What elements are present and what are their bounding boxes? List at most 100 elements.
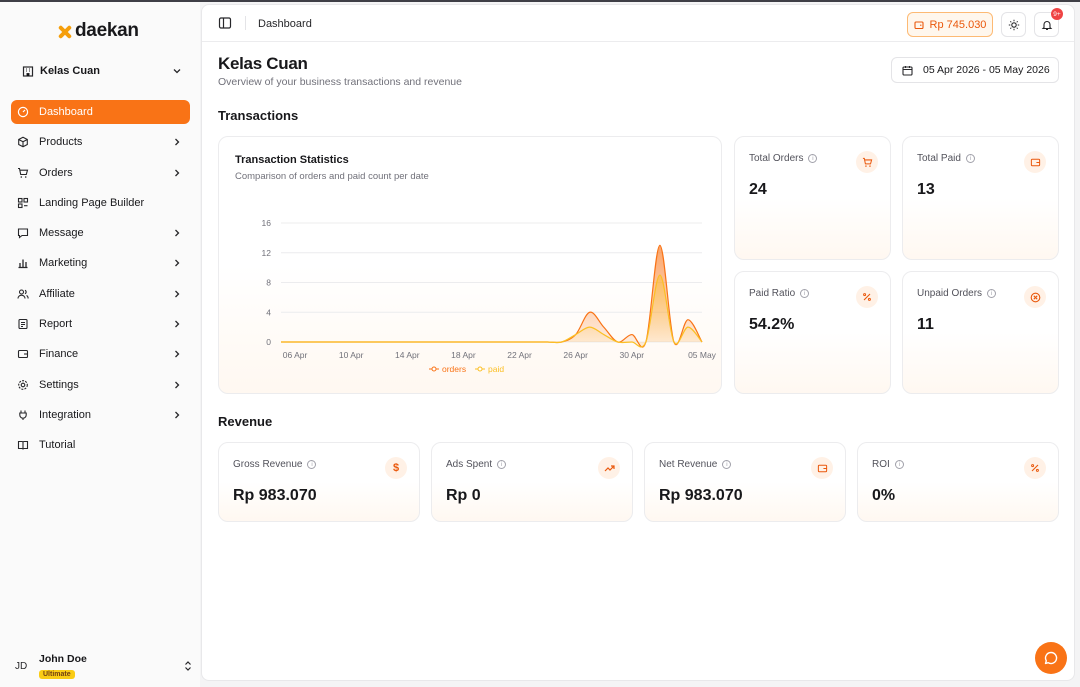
info-icon[interactable]: i [987,289,997,298]
sidebar-item-products[interactable]: Products [11,130,190,154]
topbar: Dashboard Rp 745.030 9+ [202,5,1074,42]
bell-icon [1041,20,1052,30]
y-tick-label: 4 [266,307,271,317]
info-icon[interactable]: i [965,154,975,163]
info-icon[interactable]: i [307,460,317,469]
chevron-right-icon [175,350,180,358]
chevron-down-icon [173,69,181,74]
gear-icon [17,379,29,391]
wallet-icon [17,348,29,360]
sidebar: daekan Kelas Cuan Dashboard Products Order… [0,2,200,687]
sidebar-item-marketing[interactable]: Marketing [11,251,190,275]
sidebar-item-label: Affiliate [39,287,75,300]
revenue-heading: Revenue [218,414,273,429]
sidebar-item-label: Report [39,318,73,331]
stat-value: 0% [872,487,896,504]
chart-title: Transaction Statistics [235,154,349,166]
x-tick-label: 14 Apr [395,350,420,360]
wallet-icon [1024,151,1046,173]
sidebar-item-affiliate[interactable]: Affiliate [11,282,190,306]
info-icon[interactable]: i [894,460,904,469]
wallet-icon [913,20,924,29]
box-icon [17,136,29,148]
sidebar-item-message[interactable]: Message [11,221,190,245]
breadcrumb: Dashboard [258,18,312,30]
stat-card-total-paid: Total Paid i 13 [902,136,1059,260]
sidebar-item-report[interactable]: Report [11,312,190,336]
chat-icon [1044,651,1058,665]
theme-toggle-button[interactable] [1001,12,1026,37]
transaction-chart: 0 4 8 12 16 06 Apr 10 Apr 14 Apr 18 Apr 22 Apr 26 … [262,218,717,374]
dashboard-icon [17,106,29,118]
divider [245,16,246,30]
cart-icon [17,167,29,179]
calendar-icon [902,65,913,76]
percent-icon [1024,457,1046,479]
page-title: Kelas Cuan [218,54,308,73]
legend-marker-paid [477,366,483,372]
info-icon[interactable]: i [800,289,810,298]
balance-amount: Rp 745.030 [929,18,987,31]
sidebar-item-finance[interactable]: Finance [11,342,190,366]
sidebar-item-label: Finance [39,348,79,361]
user-menu[interactable]: JD John Doe Ultimate [15,652,193,680]
sun-icon [1008,19,1019,30]
balance-button[interactable]: Rp 745.030 [907,12,993,37]
user-name: John Doe [39,653,87,665]
series-line-orders [281,244,703,348]
x-tick-label: 30 Apr [620,350,645,360]
chat-button[interactable] [1035,642,1067,674]
x-tick-label: 22 Apr [507,350,532,360]
x-circle-icon [1024,286,1046,308]
y-tick-label: 16 [262,218,272,228]
transactions-heading: Transactions [218,108,299,123]
stat-label: Gross Revenue [233,459,303,470]
x-tick-label: 18 Apr [451,350,476,360]
notification-count-badge: 9+ [1051,8,1063,20]
date-range-picker[interactable]: 05 Apr 2026 - 05 May 2026 [891,57,1059,83]
series-line-paid [281,274,703,348]
chevron-right-icon [175,290,180,298]
y-tick-label: 12 [262,248,272,258]
plug-icon [17,409,29,421]
stat-card-total-orders: Total Orders i 24 [734,136,891,260]
series-area-orders [281,245,702,348]
sidebar-item-settings[interactable]: Settings [11,373,190,397]
percent-icon [856,286,878,308]
wallet-icon [811,457,833,479]
brand-logo[interactable]: daekan [57,20,139,42]
notifications-button[interactable]: 9+ [1034,8,1063,37]
stat-label: ROI [872,459,890,470]
logo-icon [57,24,73,39]
transaction-chart-card: Transaction Statistics Comparison of ord… [218,136,722,394]
stat-value: Rp 0 [446,487,481,504]
legend-label-orders: orders [442,364,466,374]
x-tick-label: 10 Apr [339,350,364,360]
report-icon [17,318,29,330]
chevron-right-icon [175,260,180,267]
sidebar-toggle-icon[interactable] [218,16,232,30]
sidebar-item-label: Landing Page Builder [39,196,145,209]
info-icon[interactable]: i [497,460,507,469]
stat-label: Unpaid Orders [917,288,983,299]
stat-card-unpaid-orders: Unpaid Orders i 11 [902,271,1059,394]
info-icon[interactable]: i [722,460,732,469]
sidebar-item-landing-page-builder[interactable]: Landing Page Builder [11,191,190,215]
sidebar-item-orders[interactable]: Orders [11,161,190,185]
chevron-right-icon [175,320,180,328]
info-icon[interactable]: i [808,154,818,163]
stat-value: 11 [917,316,934,333]
org-switcher[interactable]: Kelas Cuan [22,60,182,82]
stat-card-ads-spent: Ads Spent i Rp 0 [431,442,633,522]
sidebar-item-integration[interactable]: Integration [11,403,190,427]
brand-name: daekan [75,20,139,41]
sidebar-item-label: Products [39,136,83,149]
stat-label: Total Paid [917,153,961,164]
org-name: Kelas Cuan [40,65,100,77]
dollar-icon: $ [385,457,407,479]
sidebar-item-dashboard[interactable]: Dashboard [11,100,190,124]
sidebar-item-tutorial[interactable]: Tutorial [11,433,190,457]
plan-badge: Ultimate [39,670,75,679]
stat-label: Paid Ratio [749,288,796,299]
chevron-right-icon [175,411,180,419]
